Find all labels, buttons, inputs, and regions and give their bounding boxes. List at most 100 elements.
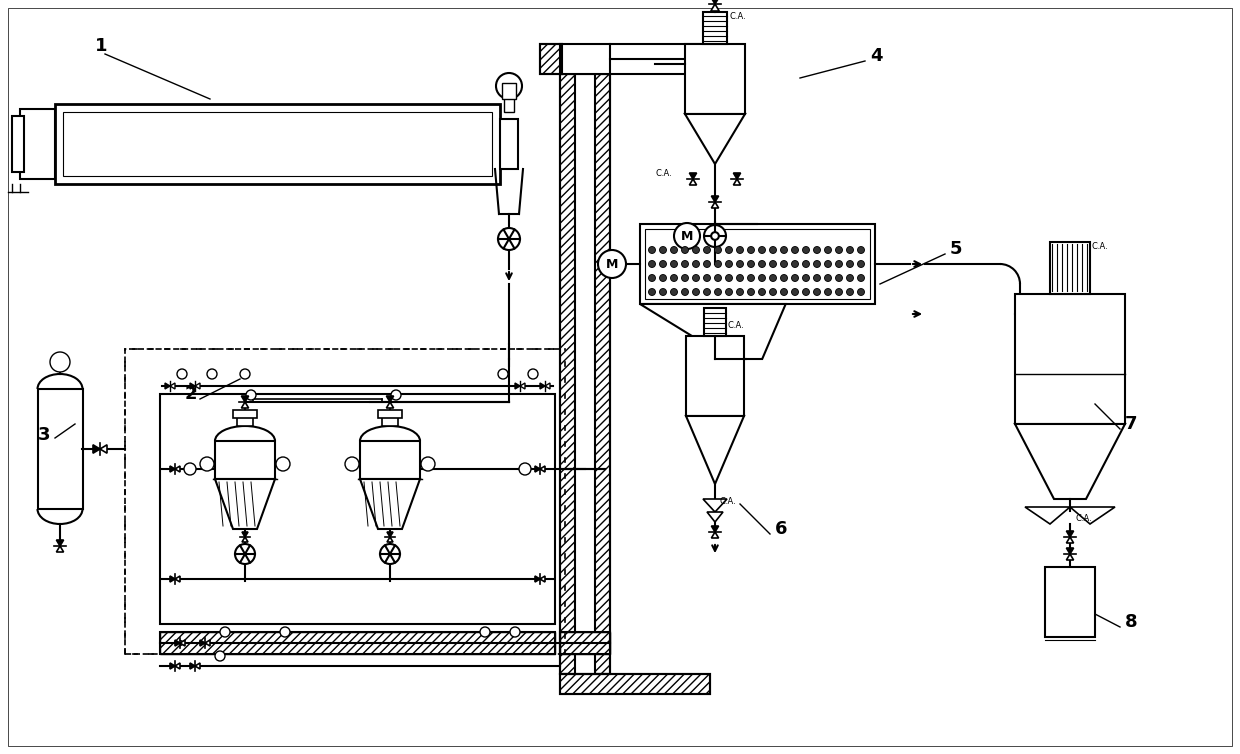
Text: 5: 5 [950, 240, 962, 258]
Circle shape [682, 260, 688, 268]
Bar [160, 632, 556, 654]
Polygon shape [1016, 424, 1125, 499]
Bar [378, 410, 402, 418]
Polygon shape [100, 445, 107, 453]
Bar [38, 389, 83, 509]
Circle shape [682, 274, 688, 281]
Circle shape [836, 274, 842, 281]
Text: 8: 8 [1125, 613, 1137, 631]
Polygon shape [686, 416, 744, 484]
Circle shape [825, 247, 832, 253]
Circle shape [770, 247, 776, 253]
Circle shape [737, 247, 744, 253]
Circle shape [246, 390, 255, 400]
Polygon shape [170, 383, 175, 389]
Polygon shape [1066, 531, 1074, 537]
Circle shape [737, 289, 744, 296]
Text: 7: 7 [1125, 415, 1137, 433]
Circle shape [280, 627, 290, 637]
Polygon shape [180, 640, 185, 646]
Polygon shape [733, 173, 740, 179]
Circle shape [802, 247, 810, 253]
Polygon shape [712, 532, 719, 538]
Circle shape [813, 289, 821, 296]
Circle shape [649, 274, 656, 281]
Circle shape [780, 247, 787, 253]
Polygon shape [175, 640, 180, 646]
Circle shape [660, 260, 667, 268]
Circle shape [528, 369, 538, 379]
Bar [560, 632, 610, 654]
Circle shape [675, 223, 701, 249]
Circle shape [770, 289, 776, 296]
Polygon shape [712, 202, 719, 208]
Circle shape [759, 289, 765, 296]
Polygon shape [689, 173, 697, 179]
Polygon shape [712, 196, 719, 202]
Circle shape [660, 289, 667, 296]
Circle shape [737, 260, 744, 268]
Text: C.A.: C.A. [1092, 242, 1109, 251]
Bar [382, 416, 398, 426]
Bar [160, 394, 556, 624]
Bar [63, 112, 492, 176]
Circle shape [277, 457, 290, 471]
Circle shape [825, 274, 832, 281]
Polygon shape [190, 383, 195, 389]
Polygon shape [1066, 548, 1074, 554]
Circle shape [379, 544, 401, 564]
Bar [1050, 242, 1090, 294]
Circle shape [498, 369, 508, 379]
Circle shape [703, 289, 711, 296]
Circle shape [802, 274, 810, 281]
Bar [125, 349, 565, 654]
Circle shape [847, 274, 853, 281]
Bar [1016, 294, 1125, 424]
Circle shape [759, 274, 765, 281]
Circle shape [813, 260, 821, 268]
Circle shape [671, 247, 677, 253]
Circle shape [184, 463, 196, 475]
Bar [502, 83, 516, 99]
Polygon shape [360, 479, 420, 529]
Circle shape [682, 247, 688, 253]
Circle shape [422, 457, 435, 471]
Bar [160, 632, 556, 654]
Text: 4: 4 [870, 47, 883, 65]
Text: 2: 2 [185, 385, 197, 403]
Text: 3: 3 [38, 426, 51, 444]
Bar [560, 74, 610, 674]
Circle shape [480, 627, 490, 637]
Polygon shape [195, 383, 200, 389]
Circle shape [660, 274, 667, 281]
Polygon shape [242, 532, 248, 537]
Bar [595, 74, 610, 674]
Bar [539, 44, 562, 74]
Circle shape [50, 352, 69, 372]
Text: C.A.: C.A. [728, 321, 745, 330]
Bar [703, 12, 727, 44]
Circle shape [825, 289, 832, 296]
Circle shape [219, 627, 229, 637]
Bar [560, 632, 610, 654]
Polygon shape [215, 479, 275, 529]
Circle shape [748, 247, 754, 253]
Polygon shape [1070, 507, 1115, 524]
Bar [684, 44, 745, 114]
Polygon shape [387, 396, 393, 402]
Text: C.A.: C.A. [720, 497, 737, 506]
Polygon shape [515, 383, 520, 389]
Circle shape [802, 289, 810, 296]
Circle shape [759, 247, 765, 253]
Circle shape [692, 247, 699, 253]
Circle shape [391, 390, 401, 400]
Bar [1045, 567, 1095, 637]
Circle shape [671, 274, 677, 281]
Circle shape [598, 250, 626, 278]
Circle shape [836, 289, 842, 296]
Circle shape [780, 289, 787, 296]
Circle shape [649, 289, 656, 296]
Circle shape [682, 289, 688, 296]
Circle shape [345, 457, 360, 471]
Polygon shape [93, 445, 100, 453]
